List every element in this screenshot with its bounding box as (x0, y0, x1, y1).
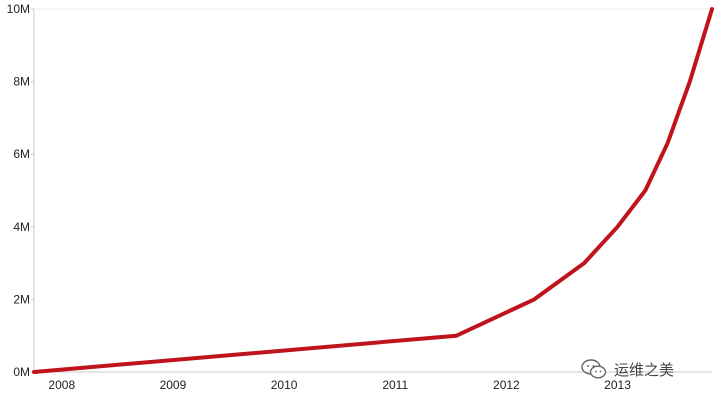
y-tick-label: 6M (13, 147, 30, 161)
y-tick-label: 2M (13, 292, 30, 306)
chart-axes (31, 8, 712, 373)
x-tick-label: 2010 (271, 378, 298, 392)
y-tick-label: 10M (7, 2, 30, 16)
chart-series (32, 7, 714, 374)
x-tick-label: 2013 (604, 378, 631, 392)
tick-labels: 0M 2M 4M 6M 8M 10M 2008 2009 2010 2011 2012 2013 (7, 2, 632, 392)
wechat-icon (581, 359, 607, 379)
x-tick-label: 2008 (48, 378, 75, 392)
watermark: 运维之美 (580, 358, 674, 380)
x-tick-label: 2012 (493, 378, 520, 392)
y-tick-label: 0M (13, 365, 30, 379)
y-tick-label: 4M (13, 220, 30, 234)
series-line (32, 7, 714, 374)
x-tick-label: 2009 (160, 378, 187, 392)
y-tick-label: 8M (13, 75, 30, 89)
watermark-text: 运维之美 (614, 360, 675, 379)
x-tick-label: 2011 (382, 378, 408, 392)
